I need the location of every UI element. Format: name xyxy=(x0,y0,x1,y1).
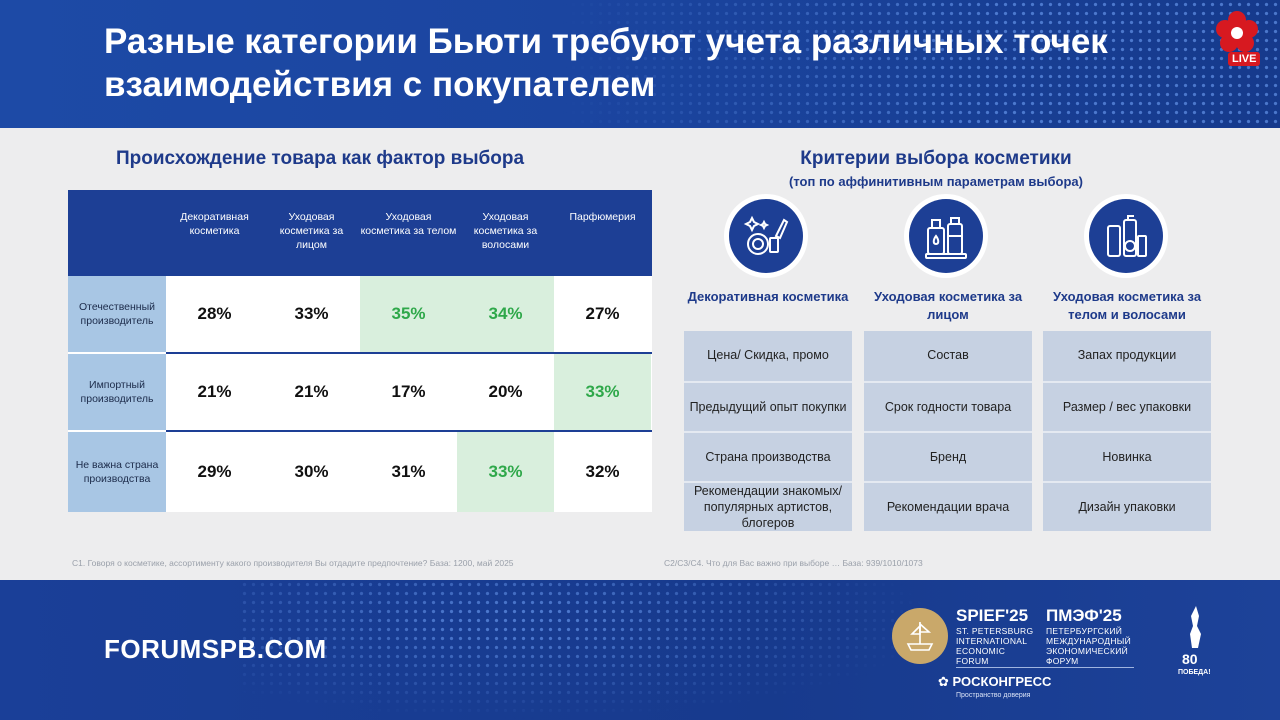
table-cell: 30% xyxy=(294,462,329,481)
spief-emblem-icon xyxy=(892,608,948,664)
spief-ru-line: ЭКОНОМИЧЕСКИЙ xyxy=(1046,646,1129,656)
skincare-bottles-icon xyxy=(904,194,988,278)
criteria-item: Цена/ Скидка, промо xyxy=(707,348,829,362)
criteria-item: Предыдущий опыт покупки xyxy=(684,381,852,431)
spief-en-line: ST. PETERSBURG xyxy=(956,626,1034,636)
criteria-item: Рекомендации знакомых/ популярных артист… xyxy=(684,481,852,531)
spief-en-line: ECONOMIC xyxy=(956,646,1006,656)
spief-ru-line: ФОРУМ xyxy=(1046,656,1079,666)
roscongress-logo: ✿ РОСКОНГРЕСС xyxy=(938,674,1051,690)
criteria-heading: Декоративная косметика xyxy=(687,289,849,304)
victory-80-logo-icon: 80 ПОБЕДА! xyxy=(1178,606,1211,676)
criteria-list: Цена/ Скидка, промо Предыдущий опыт поку… xyxy=(684,331,852,531)
criteria-item: Срок годности товара xyxy=(864,381,1032,431)
table-cell-highlighted: 34% xyxy=(457,276,554,352)
roscongress-tagline: Пространство доверия xyxy=(956,692,1031,699)
table-cell: 21% xyxy=(197,382,232,401)
criteria-item: Рекомендации врача xyxy=(864,481,1032,531)
criteria-item: Страна производства xyxy=(684,431,852,481)
criteria-title: Критерии выбора косметики xyxy=(800,148,1072,169)
logo-divider xyxy=(956,667,1134,668)
broadcast-logo-icon xyxy=(1216,11,1258,52)
column-header: Парфюмерия xyxy=(569,211,636,223)
table-cell: 21% xyxy=(294,382,329,401)
table-cell-highlighted: 35% xyxy=(360,276,457,352)
column-header: Уходовая косметика за телом xyxy=(360,211,457,237)
svg-text:ПОБЕДА!: ПОБЕДА! xyxy=(1178,669,1211,676)
criteria-heading: Уходовая косметика за телом и волосами xyxy=(1052,289,1202,322)
column-header: Уходовая косметика за волосами xyxy=(473,211,538,251)
table-cell: 33% xyxy=(294,304,329,323)
table-cell: 17% xyxy=(391,382,426,401)
table-title: Происхождение товара как фактор выбора xyxy=(116,148,525,169)
footer-band: FORUMSPB.COM SPIEF'25 ST. PETERSBURG INT… xyxy=(0,580,1280,720)
spief-en-line: INTERNATIONAL xyxy=(956,636,1028,646)
row-label: Импортный производитель xyxy=(68,354,166,430)
criteria-heading: Уходовая косметика за лицом xyxy=(873,289,1023,322)
bodycare-products-icon xyxy=(1084,194,1168,278)
content-panel: Происхождение товара как фактор выбора Д… xyxy=(0,128,1280,580)
table-header: Декоративная косметика Уходовая косметик… xyxy=(68,190,652,276)
criteria-item: Дизайн упаковки xyxy=(1043,481,1211,531)
spief-en-title: SPIEF'25 xyxy=(956,606,1029,625)
criteria-item: Новинка xyxy=(1043,431,1211,481)
spief-ru-title: ПМЭФ'25 xyxy=(1046,606,1122,625)
table-cell: 27% xyxy=(585,304,620,323)
spief-ru-logo: ПМЭФ'25 ПЕТЕРБУРГСКИЙ МЕЖДУНАРОДНЫЙ ЭКОН… xyxy=(1046,606,1131,666)
table-cell-highlighted: 33% xyxy=(554,354,651,430)
table-cell: 20% xyxy=(488,382,523,401)
row-divider xyxy=(166,352,652,354)
criteria-list: Запах продукции Размер / вес упаковки Но… xyxy=(1043,331,1211,531)
makeup-icon xyxy=(724,194,808,278)
spief-ru-line: ПЕТЕРБУРГСКИЙ xyxy=(1046,626,1123,636)
column-header: Декоративная косметика xyxy=(180,211,249,237)
row-label: Не важна страна производства xyxy=(68,432,166,512)
row-divider xyxy=(166,430,652,432)
header-dot-pattern xyxy=(560,0,1280,128)
criteria-item: Состав xyxy=(927,348,969,362)
table-footnote: С1. Говоря о косметике, ассортименту как… xyxy=(72,558,514,568)
slide-title: Разные категории Бьюти требуют учета раз… xyxy=(104,22,1108,104)
spief-en-line: FORUM xyxy=(956,656,989,666)
live-label: LIVE xyxy=(1228,52,1261,66)
footer-dot-pattern xyxy=(240,580,940,720)
roscongress-name: РОСКОНГРЕСС xyxy=(952,674,1052,689)
criteria-item: Запах продукции xyxy=(1077,348,1177,362)
row-label: Отечественный производитель xyxy=(68,276,166,352)
header-band: Разные категории Бьюти требуют учета раз… xyxy=(0,0,1280,128)
svg-text:80: 80 xyxy=(1182,651,1198,667)
criteria-item: Размер / вес упаковки xyxy=(1043,381,1211,431)
roscongress-emblem-icon: ✿ xyxy=(938,674,953,689)
table-cell: 29% xyxy=(197,462,232,481)
forum-url-link[interactable]: FORUMSPB.COM xyxy=(104,634,327,664)
table-cell: 32% xyxy=(585,462,620,481)
origin-table: Декоративная косметика Уходовая косметик… xyxy=(68,190,652,512)
criteria-item: Бренд xyxy=(864,431,1032,481)
column-header: Уходовая косметика за лицом xyxy=(279,211,344,251)
table-cell: 31% xyxy=(391,462,426,481)
criteria-footnote: С2/С3/С4. Что для Вас важно при выборе …… xyxy=(664,558,923,568)
spief-ru-line: МЕЖДУНАРОДНЫЙ xyxy=(1046,636,1131,646)
criteria-subtitle: (топ по аффинитивным параметрам выбора) xyxy=(789,174,1083,189)
table-cell: 28% xyxy=(197,304,232,323)
table-cell-highlighted: 33% xyxy=(457,432,554,512)
criteria-list: Состав Срок годности товара Бренд Рекоме… xyxy=(864,331,1032,531)
spief-en-logo: SPIEF'25 ST. PETERSBURG INTERNATIONAL EC… xyxy=(956,606,1033,666)
live-badge: LIVE xyxy=(1212,8,1274,70)
